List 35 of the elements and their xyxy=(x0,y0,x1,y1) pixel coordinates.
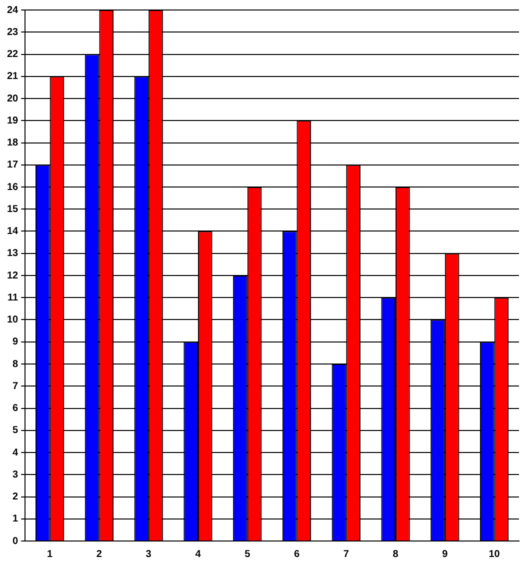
y-tick-label: 19 xyxy=(7,115,19,126)
x-tick-label: 4 xyxy=(195,548,202,560)
y-tick-label: 18 xyxy=(7,138,19,148)
y-tick-label: 13 xyxy=(7,248,19,260)
y-tick-label: 24 xyxy=(7,4,19,16)
x-tick-label: 8 xyxy=(392,548,399,560)
x-tick-label: 2 xyxy=(96,548,102,560)
y-tick-label: 23 xyxy=(7,26,19,38)
y-tick-label: 7 xyxy=(12,380,19,392)
y-tick-label: 5 xyxy=(12,425,19,436)
x-tick-label: 1 xyxy=(47,548,54,560)
x-tick-label: 10 xyxy=(488,548,500,560)
y-tick-label: 2 xyxy=(12,492,19,502)
y-tick-label: 15 xyxy=(7,204,19,215)
y-tick-label: 10 xyxy=(7,314,19,326)
x-tick-label: 5 xyxy=(244,548,251,560)
x-tick-label: 9 xyxy=(442,548,448,560)
y-tick-label: 12 xyxy=(7,270,19,282)
y-tick-label: 6 xyxy=(12,403,19,414)
y-tick-label: 20 xyxy=(7,93,19,104)
y-tick-label: 3 xyxy=(12,469,19,480)
x-tick-label: 3 xyxy=(146,548,152,560)
y-tick-label: 22 xyxy=(7,49,19,60)
y-tick-label: 17 xyxy=(7,160,19,171)
y-tick-label: 9 xyxy=(12,336,19,348)
y-tick-label: 14 xyxy=(7,226,19,237)
y-tick-label: 4 xyxy=(12,447,19,458)
y-tick-label: 1 xyxy=(12,514,19,525)
x-tick-label: 6 xyxy=(294,548,300,560)
x-tick-label: 7 xyxy=(343,548,350,560)
y-tick-label: 11 xyxy=(8,292,19,304)
y-tick-label: 16 xyxy=(7,182,19,193)
y-tick-label: 0 xyxy=(12,536,19,547)
y-tick-label: 21 xyxy=(7,71,19,82)
y-tick-label: 8 xyxy=(12,358,19,370)
